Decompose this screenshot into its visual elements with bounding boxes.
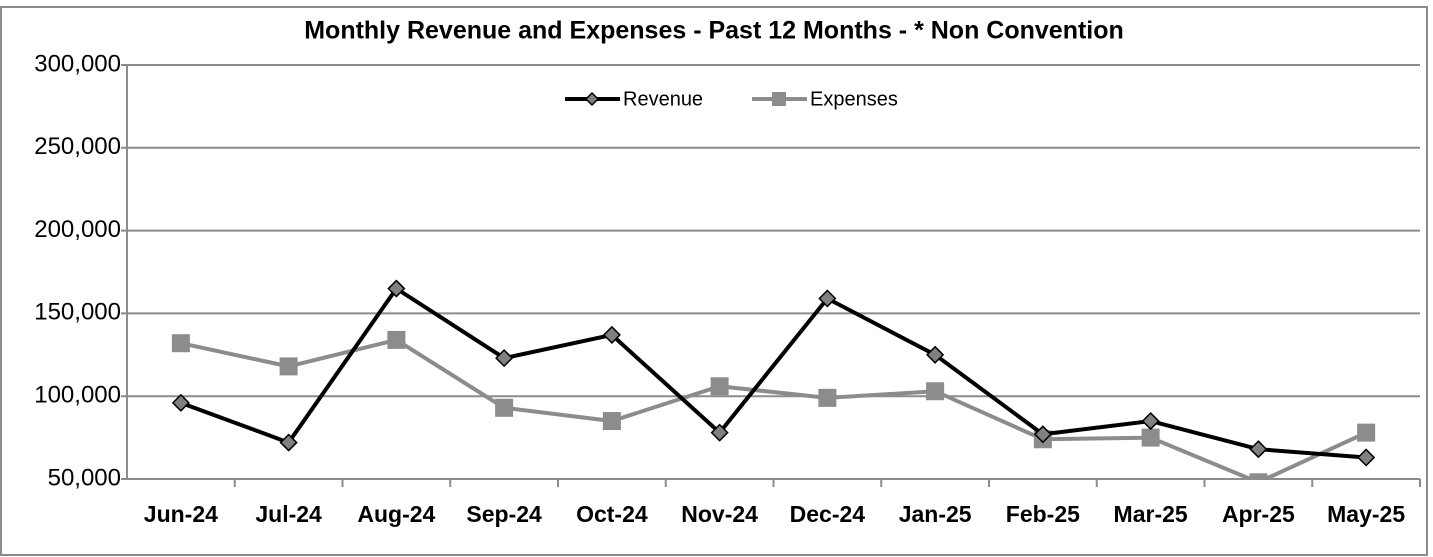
- series-line: [180, 337, 1367, 480]
- marker: [1357, 423, 1376, 442]
- chart-title: Monthly Revenue and Expenses - Past 12 M…: [304, 17, 1124, 45]
- marker: [495, 349, 514, 368]
- marker: [818, 388, 837, 407]
- chart-border: [0, 6, 1428, 556]
- x-tick-label: Jan-25: [899, 501, 972, 527]
- marker: [171, 334, 190, 353]
- y-tick-label: 50,000: [48, 464, 121, 491]
- x-tick-label: Mar-25: [1114, 501, 1188, 527]
- x-tick-label: May-25: [1327, 501, 1405, 527]
- x-tick-label: Aug-24: [357, 501, 435, 527]
- series-line: [180, 285, 1367, 460]
- x-tick-label: Dec-24: [790, 501, 866, 527]
- y-tick-label: 300,000: [34, 50, 121, 77]
- legend-item: Expenses: [752, 88, 898, 110]
- legend-label: Expenses: [810, 88, 898, 110]
- legend-label: Revenue: [623, 88, 703, 110]
- marker: [1141, 428, 1160, 447]
- x-tick-label: Apr-25: [1222, 501, 1295, 527]
- grid: 50,000 100,000 150,000 200,000 250,000 300,00…: [34, 50, 1421, 527]
- marker: [818, 289, 837, 308]
- marker: [926, 345, 945, 364]
- marker: [602, 325, 621, 344]
- marker: [387, 330, 406, 349]
- marker: [1249, 440, 1268, 459]
- x-tick-label: Oct-24: [576, 501, 648, 527]
- marker: [495, 398, 514, 417]
- marker: [710, 423, 729, 442]
- x-tick-label: Jun-24: [144, 501, 218, 527]
- marker: [387, 279, 406, 298]
- y-tick-label: 200,000: [34, 216, 121, 243]
- marker: [1357, 448, 1376, 467]
- marker: [1141, 411, 1160, 431]
- x-tick-label: Feb-25: [1006, 501, 1080, 527]
- marker: [1033, 425, 1052, 444]
- marker: [171, 393, 190, 412]
- plot-area: [171, 279, 1376, 480]
- y-tick-label: 150,000: [34, 299, 121, 326]
- marker: [926, 382, 945, 401]
- marker: [772, 92, 786, 106]
- x-tick-label: Jul-24: [255, 501, 322, 527]
- marker: [602, 412, 621, 431]
- y-tick-label: 250,000: [34, 133, 121, 160]
- marker: [710, 377, 729, 396]
- marker: [1249, 473, 1268, 480]
- x-tick-label: Sep-24: [466, 501, 542, 527]
- marker: [279, 357, 298, 376]
- y-tick-label: 100,000: [34, 382, 121, 409]
- x-tick-label: Nov-24: [681, 501, 758, 527]
- marker: [584, 91, 600, 107]
- legend-item: Revenue: [565, 88, 703, 110]
- marker: [279, 433, 298, 452]
